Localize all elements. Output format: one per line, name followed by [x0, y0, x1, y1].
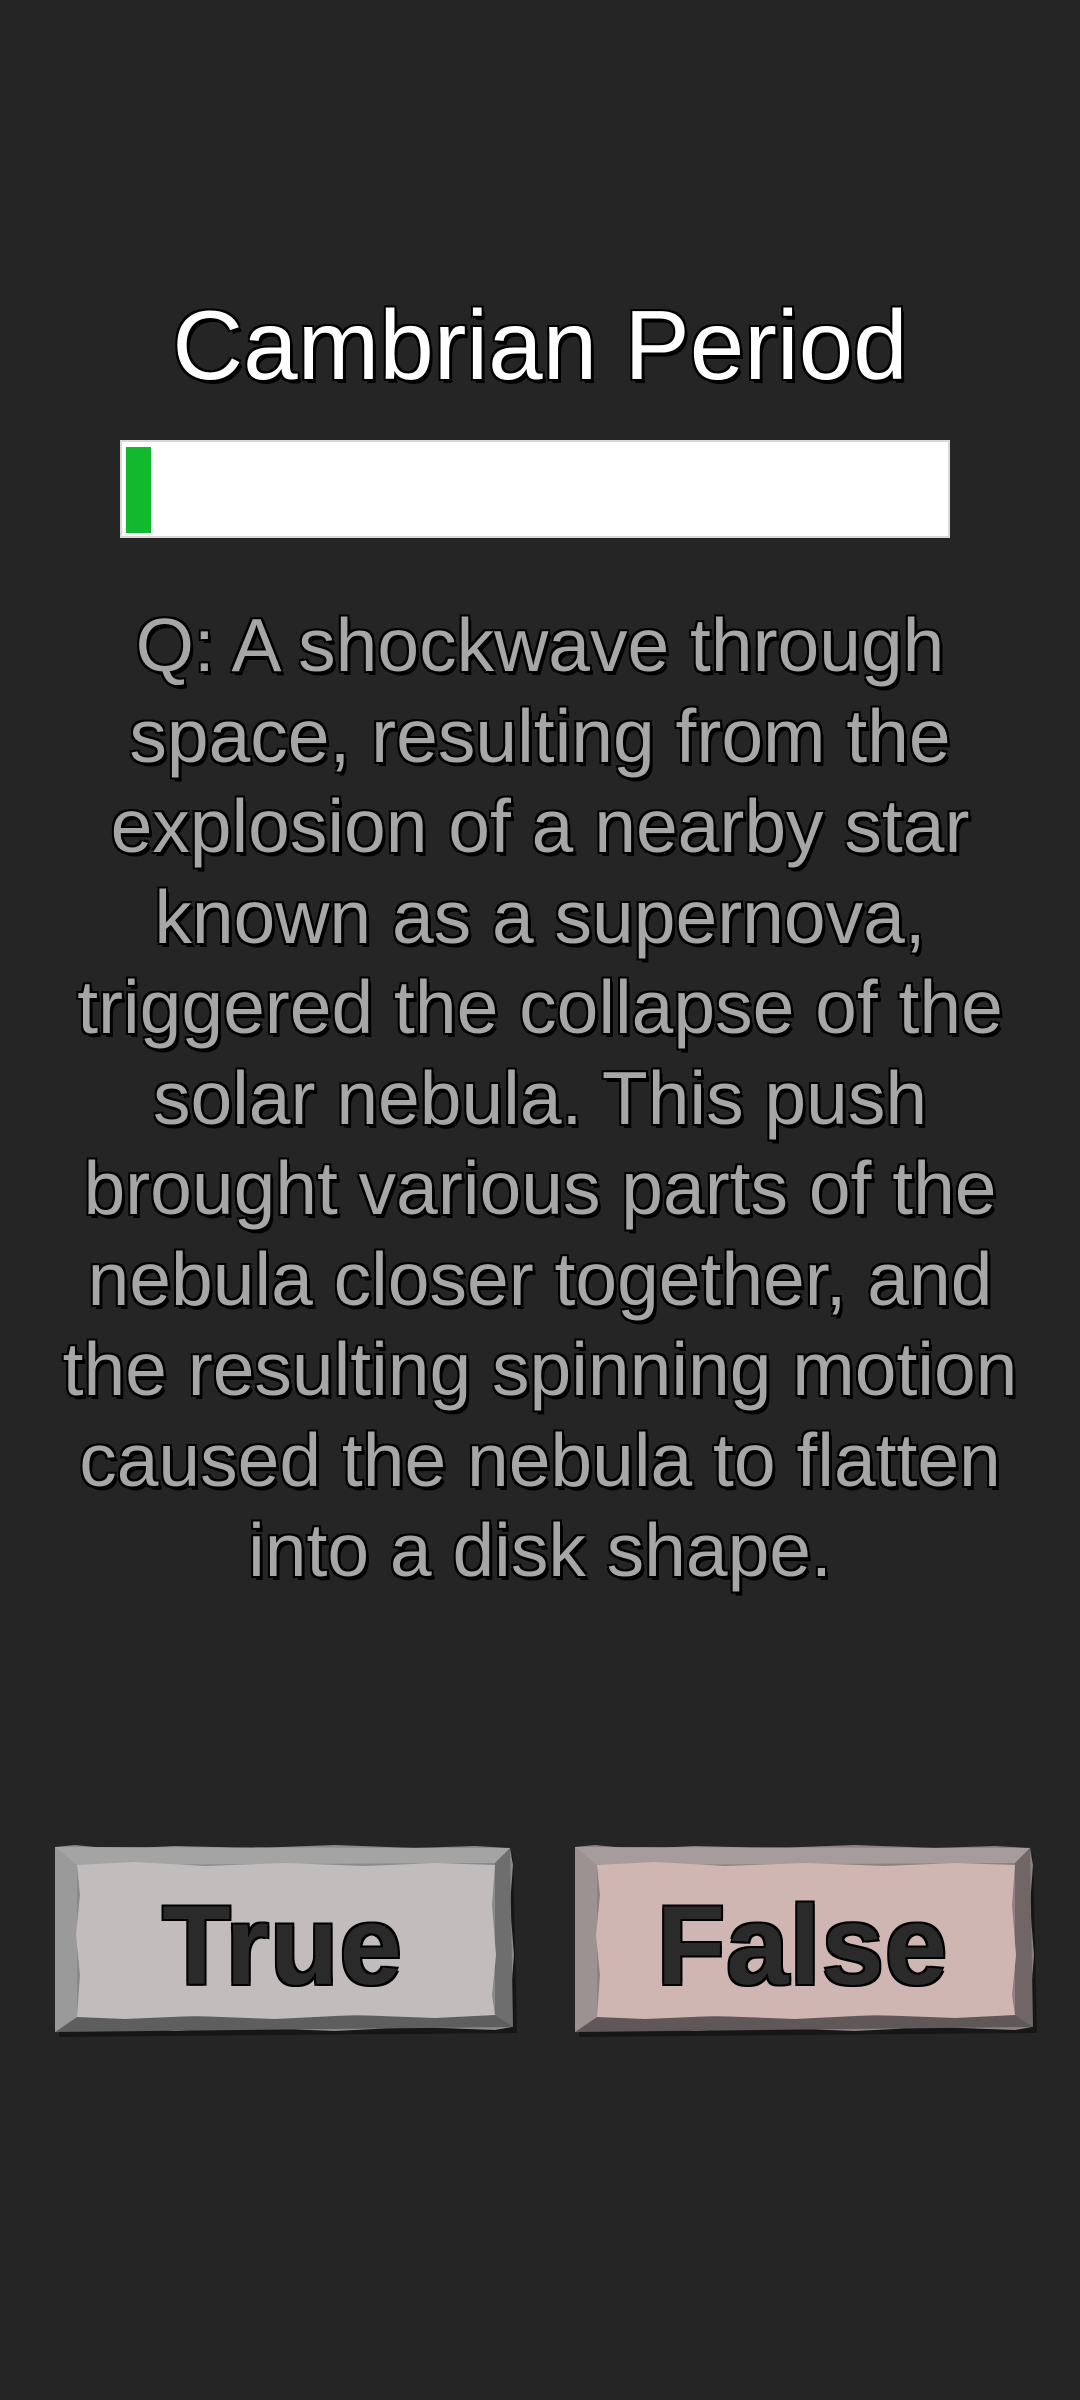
stone-button-frame — [575, 1845, 1037, 2037]
question-text: Q: A shockwave through space, resulting … — [62, 603, 1018, 1592]
true-button-label: True — [162, 1882, 403, 2008]
progress-bar — [120, 440, 950, 538]
stone-button-frame — [55, 1845, 517, 2037]
false-button-label: False — [656, 1882, 949, 2008]
true-button[interactable]: True — [55, 1845, 520, 2045]
false-button[interactable]: False — [575, 1845, 1040, 2045]
progress-bar-fill — [126, 447, 151, 533]
period-title: Cambrian Period — [172, 290, 908, 400]
